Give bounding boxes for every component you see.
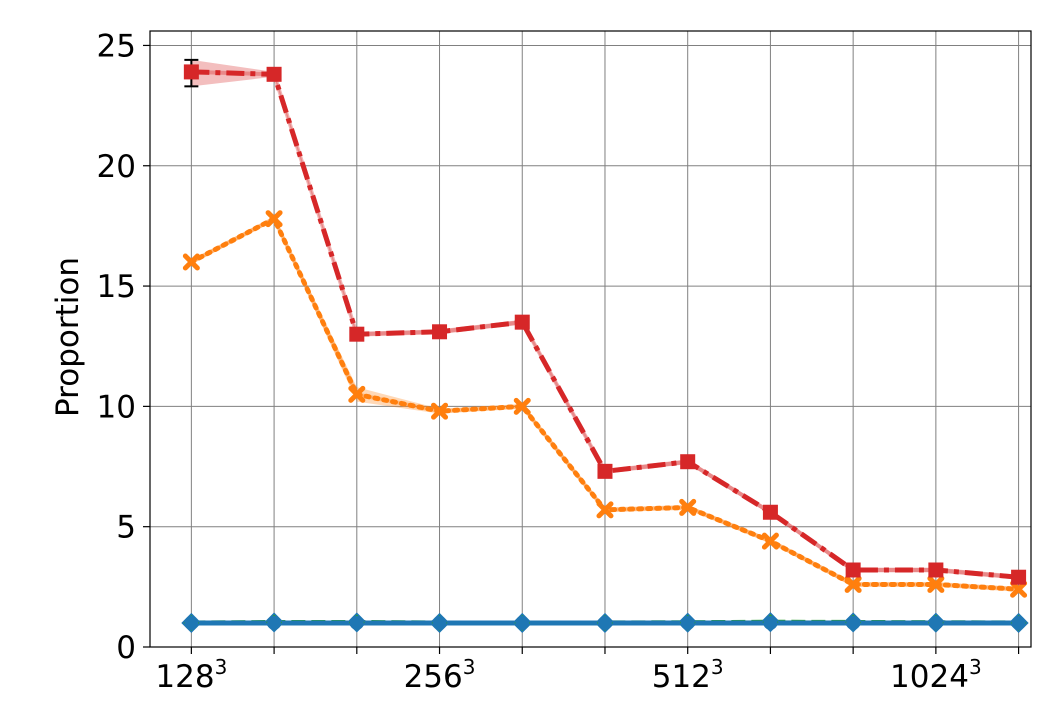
axis-ticks: 0 5 10 15 20 25 1283 2563 5123 10243 [97, 28, 1020, 695]
y-tick-label: 0 [116, 630, 136, 666]
data-point [515, 615, 530, 630]
data-point [1011, 615, 1026, 630]
y-tick-label: 20 [97, 149, 136, 185]
data-point [431, 402, 449, 420]
data-point [432, 615, 447, 630]
data-point [432, 324, 448, 340]
data-point [183, 64, 199, 80]
data-point [679, 498, 697, 516]
data-point [928, 615, 943, 630]
data-point [846, 615, 861, 630]
data-point [680, 615, 695, 630]
data-point [265, 210, 283, 228]
x-tick-label: 10243 [890, 655, 982, 695]
data-point [1011, 569, 1027, 585]
data-point [680, 454, 696, 470]
data-point [266, 66, 282, 82]
data-point [513, 397, 531, 415]
plot-frame [149, 30, 1032, 648]
data-point [514, 314, 530, 330]
data-point [267, 615, 282, 630]
x-tick-label: 5123 [652, 655, 724, 695]
x-tick-label: 1283 [155, 655, 227, 695]
data-point [349, 326, 365, 342]
grid-lines [150, 31, 1031, 648]
y-tick-label: 10 [97, 389, 136, 425]
y-tick-label: 25 [97, 28, 136, 64]
series-markers [181, 58, 1029, 633]
data-point [349, 615, 364, 630]
data-point [844, 575, 862, 593]
data-point [763, 615, 778, 630]
data-point [845, 562, 861, 578]
data-point [596, 501, 614, 519]
x-tick-label: 2563 [404, 655, 476, 695]
data-point [348, 385, 366, 403]
data-point [597, 615, 612, 630]
y-axis-label: Proportion [50, 257, 86, 417]
data-point [182, 253, 200, 271]
data-point [762, 504, 778, 520]
y-tick-label: 15 [97, 269, 136, 305]
data-point [928, 562, 944, 578]
data-point [597, 463, 613, 479]
y-tick-label: 5 [116, 510, 136, 546]
data-point [1010, 580, 1028, 598]
data-point [761, 532, 779, 550]
data-point [927, 575, 945, 593]
data-point [184, 615, 199, 630]
